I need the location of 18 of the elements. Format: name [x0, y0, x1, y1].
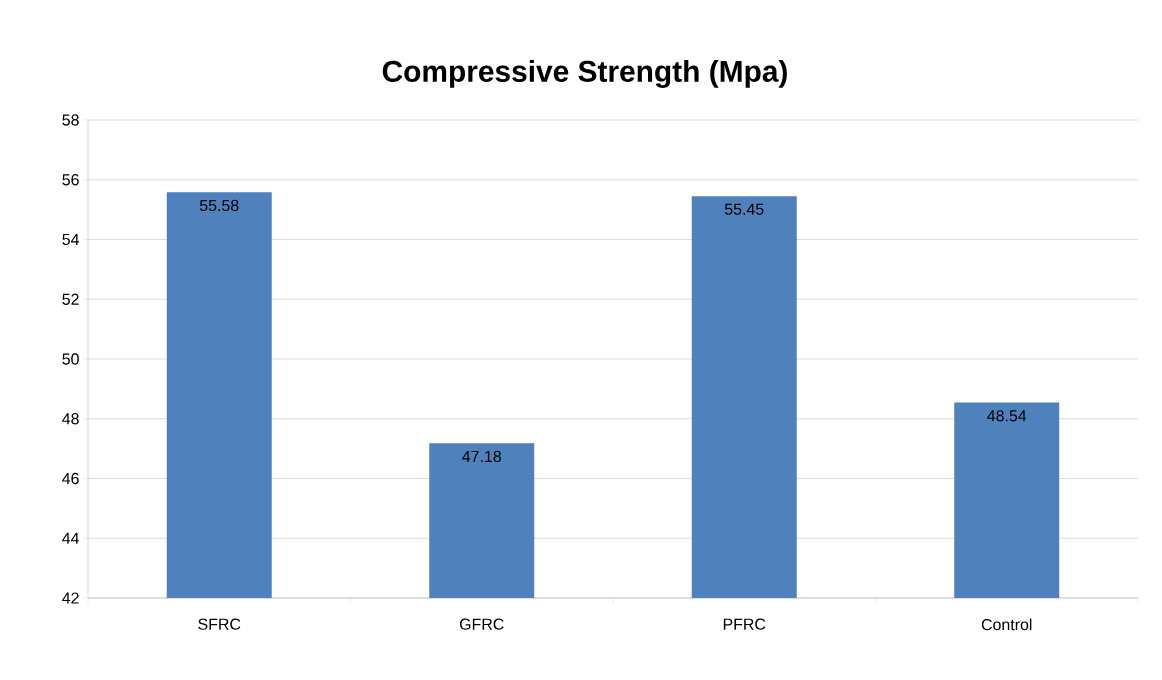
- y-tick-label: 54: [62, 233, 79, 246]
- y-tick-label: 50: [62, 353, 79, 365]
- data-label: 47.18: [462, 450, 501, 463]
- x-tick-label: GFRC: [459, 618, 504, 630]
- y-tick-label: 46: [62, 472, 79, 485]
- data-label: 48.54: [987, 410, 1027, 422]
- x-tick-label: PFRC: [723, 618, 766, 630]
- y-tick-label: 42: [62, 592, 79, 604]
- x-tick-label: Control: [981, 618, 1032, 631]
- y-tick-label: 52: [62, 293, 79, 305]
- data-label: 55.45: [724, 203, 764, 215]
- y-tick-label: 44: [62, 532, 79, 544]
- y-tick-label: 48: [62, 413, 79, 425]
- chart-title: Compressive Strength (Mpa): [382, 60, 787, 88]
- data-label: 55.58: [199, 199, 239, 212]
- y-tick-label: 56: [62, 174, 79, 186]
- y-tick-label: 58: [62, 114, 79, 126]
- x-tick-label: SFRC: [198, 618, 241, 630]
